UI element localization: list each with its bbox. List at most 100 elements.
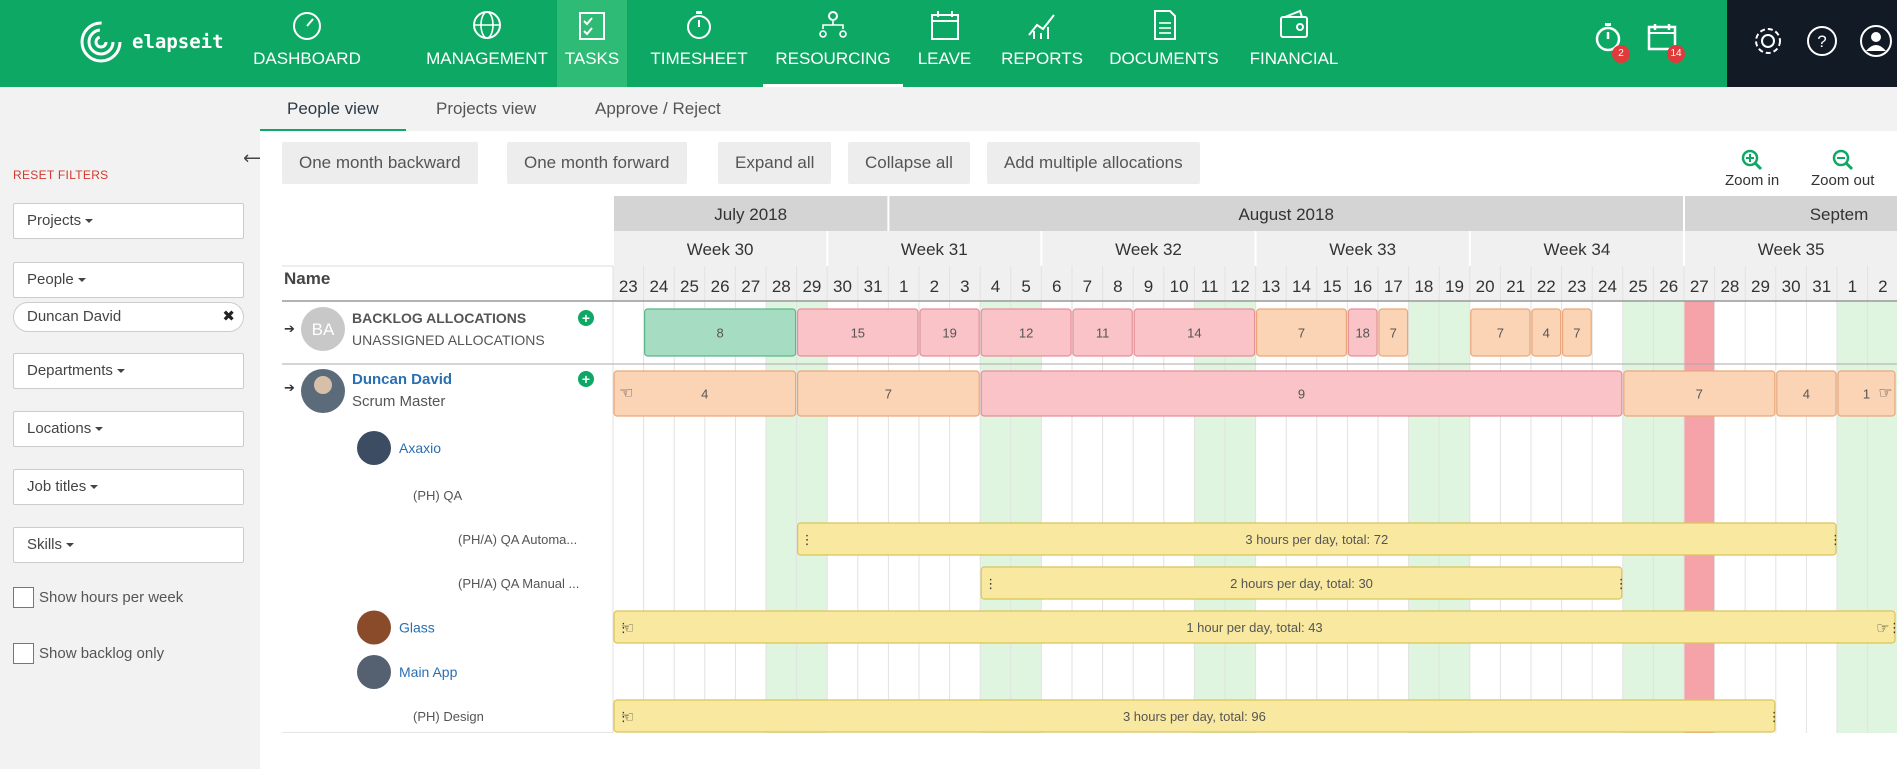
- backlog-bar[interactable]: [1255, 308, 1347, 357]
- allocation-bar[interactable]: [613, 610, 1896, 644]
- allocation-bar[interactable]: [980, 566, 1623, 600]
- dashboard-icon: [293, 12, 321, 40]
- backlog-bar[interactable]: [1378, 308, 1409, 357]
- reset-filters-link[interactable]: RESET FILTERS: [13, 168, 109, 182]
- checkbox-box[interactable]: [13, 587, 34, 608]
- backlog-bar[interactable]: [796, 308, 919, 357]
- drag-handle-icon[interactable]: ☜: [621, 620, 634, 637]
- drag-handle-icon[interactable]: ☞: [1878, 385, 1892, 402]
- show-backlog-only-checkbox[interactable]: Show backlog only: [13, 643, 164, 664]
- nav-management[interactable]: MANAGEMENT: [412, 0, 562, 87]
- nav-reports[interactable]: REPORTS: [1001, 0, 1083, 87]
- day-label: 30: [1782, 277, 1801, 296]
- backlog-bar[interactable]: [1347, 308, 1378, 357]
- calendar-notification[interactable]: 14: [1647, 22, 1685, 63]
- resize-handle-icon[interactable]: ⋮: [801, 532, 814, 547]
- allocation-bar[interactable]: [796, 522, 1837, 556]
- job-titles-filter[interactable]: Job titles: [13, 469, 244, 505]
- backlog-bar[interactable]: [980, 308, 1072, 357]
- nav-resourcing[interactable]: RESOURCING: [763, 0, 903, 87]
- view-tabs: People view Projects view Approve / Reje…: [260, 87, 1897, 131]
- user-avatar-icon[interactable]: [1859, 24, 1893, 58]
- backlog-bar-label: 7: [1573, 326, 1580, 341]
- drag-handle-icon[interactable]: ☜: [619, 385, 633, 402]
- timer-notification[interactable]: 2: [1594, 22, 1630, 63]
- app-logo[interactable]: elapseit: [78, 18, 224, 66]
- project-name[interactable]: Main App: [399, 664, 458, 680]
- projects-filter[interactable]: Projects: [13, 203, 244, 239]
- collapse-all-button[interactable]: Collapse all: [848, 142, 970, 184]
- backlog-bar[interactable]: [1470, 308, 1531, 357]
- day-label: 19: [1445, 277, 1464, 296]
- wallet-icon: [1280, 9, 1308, 38]
- drag-handle-icon[interactable]: ☜: [621, 709, 634, 726]
- expand-all-button[interactable]: Expand all: [718, 142, 832, 184]
- backlog-bar[interactable]: [1561, 308, 1592, 357]
- show-hours-per-week-checkbox[interactable]: Show hours per week: [13, 587, 183, 608]
- resize-handle-icon[interactable]: ⋮: [1768, 709, 1781, 724]
- project-avatar: [357, 655, 391, 689]
- collapse-row-icon[interactable]: ➔: [284, 380, 295, 395]
- selected-person-label: Duncan David: [27, 308, 122, 325]
- backlog-bar[interactable]: [1531, 308, 1562, 357]
- zoom-out-button[interactable]: Zoom out: [1811, 149, 1874, 189]
- nav-label: LEAVE: [917, 49, 972, 68]
- backlog-bar[interactable]: [1072, 308, 1133, 357]
- locations-filter[interactable]: Locations: [13, 411, 244, 447]
- add-multiple-allocations-button[interactable]: Add multiple allocations: [987, 142, 1200, 184]
- person-total-bar[interactable]: [1623, 370, 1776, 417]
- backlog-bar[interactable]: [644, 308, 797, 357]
- skills-filter[interactable]: Skills: [13, 527, 244, 563]
- backlog-bar[interactable]: [1133, 308, 1256, 357]
- resize-handle-icon[interactable]: ⋮: [1829, 532, 1842, 547]
- chevron-down-icon: [90, 485, 99, 490]
- resize-handle-icon[interactable]: ⋮: [617, 620, 630, 635]
- person-total-bar[interactable]: [980, 370, 1623, 417]
- weekend-column: [1622, 301, 1654, 733]
- resize-handle-icon[interactable]: ⋮: [984, 576, 997, 591]
- add-allocation-icon[interactable]: [578, 371, 594, 387]
- backlog-bar[interactable]: [919, 308, 980, 357]
- tab-projects-view[interactable]: Projects view: [436, 99, 537, 118]
- person-total-bar[interactable]: [1837, 370, 1896, 417]
- nav-tasks[interactable]: TASKS: [557, 0, 627, 87]
- person-total-bar[interactable]: [1776, 370, 1837, 417]
- day-label: 6: [1052, 277, 1061, 296]
- departments-filter[interactable]: Departments: [13, 353, 244, 389]
- allocation-bar[interactable]: [613, 699, 1776, 733]
- people-filter[interactable]: People: [13, 262, 244, 298]
- globe-icon: [473, 11, 501, 39]
- expand-row-icon[interactable]: ➔: [284, 321, 295, 336]
- add-allocation-icon[interactable]: [578, 310, 594, 326]
- week-label: Week 31: [901, 240, 968, 259]
- project-name[interactable]: Axaxio: [399, 440, 441, 456]
- one-month-forward-button[interactable]: One month forward: [507, 142, 687, 184]
- svg-text:?: ?: [1817, 32, 1826, 51]
- project-name[interactable]: Glass: [399, 620, 435, 636]
- resize-handle-icon[interactable]: ⋮: [1888, 620, 1897, 635]
- person-total-bar[interactable]: [796, 370, 980, 417]
- person-name[interactable]: Duncan David: [352, 371, 452, 388]
- zoom-in-button[interactable]: Zoom in: [1725, 149, 1779, 189]
- one-month-backward-button[interactable]: One month backward: [282, 142, 478, 184]
- person-total-bar[interactable]: [613, 370, 797, 417]
- gear-icon[interactable]: [1751, 24, 1785, 58]
- nav-dashboard[interactable]: DASHBOARD: [253, 0, 361, 87]
- drag-handle-icon[interactable]: ☞: [1876, 620, 1889, 637]
- calendar-icon: [1647, 24, 1677, 51]
- tab-approve-reject[interactable]: Approve / Reject: [595, 99, 721, 118]
- tab-people-view[interactable]: People view: [260, 87, 406, 131]
- nav-documents[interactable]: DOCUMENTS: [1109, 0, 1219, 87]
- checkbox-box[interactable]: [13, 643, 34, 664]
- nav-timesheet[interactable]: TIMESHEET: [650, 0, 748, 87]
- zoom-out-icon: [1832, 149, 1853, 171]
- help-icon[interactable]: ?: [1805, 24, 1839, 58]
- nav-leave[interactable]: LEAVE: [917, 0, 972, 87]
- resize-handle-icon[interactable]: ⋮: [1615, 576, 1628, 591]
- person-total-bar-label: 4: [701, 387, 708, 402]
- nav-financial[interactable]: FINANCIAL: [1249, 0, 1339, 87]
- remove-filter-icon[interactable]: ✖: [222, 308, 235, 325]
- nav-label: TIMESHEET: [650, 49, 748, 68]
- day-label: 16: [1353, 277, 1372, 296]
- resize-handle-icon[interactable]: ⋮: [617, 709, 630, 724]
